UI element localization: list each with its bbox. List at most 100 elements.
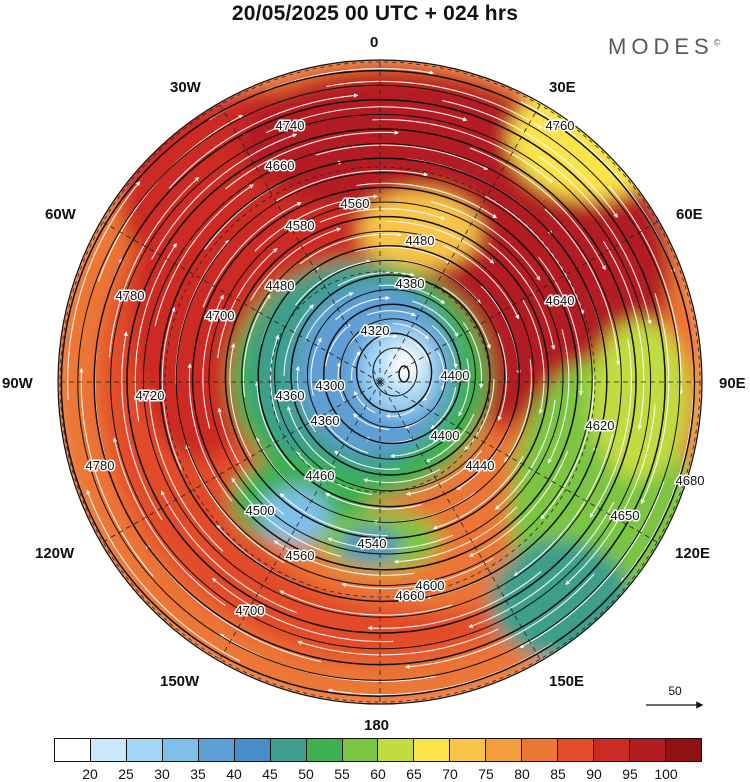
contour-label: 4480 xyxy=(406,233,435,248)
streamline xyxy=(425,413,475,463)
colorbar-tick-label: 30 xyxy=(154,766,170,782)
streamline xyxy=(202,202,302,308)
colorbar-swatch xyxy=(306,739,343,761)
streamline xyxy=(641,293,670,504)
streamline xyxy=(112,437,226,606)
streamline xyxy=(345,324,379,349)
colorbar-tick-label: 85 xyxy=(550,766,566,782)
streamline xyxy=(341,557,494,590)
colorbar-swatch xyxy=(198,739,235,761)
lon-label-90w: 90W xyxy=(2,375,33,392)
contour-label: 4440 xyxy=(466,458,495,473)
lon-label-150w: 150W xyxy=(160,673,200,690)
streamline xyxy=(283,304,314,377)
streamline xyxy=(295,365,316,433)
colorbar-tick-label: 50 xyxy=(298,766,314,782)
streamline xyxy=(442,286,491,350)
wind-speed-region xyxy=(240,70,540,210)
streamline xyxy=(538,256,584,396)
brand-logo: MODES© xyxy=(608,34,721,59)
streamline xyxy=(412,300,459,338)
colorbar xyxy=(54,738,702,762)
streamline xyxy=(353,413,390,430)
streamline xyxy=(442,244,520,320)
meridian-line xyxy=(379,381,662,545)
streamline xyxy=(522,299,545,415)
streamline xyxy=(250,227,342,301)
streamline xyxy=(161,490,297,614)
streamline xyxy=(602,240,645,430)
contour-label: 4460 xyxy=(306,468,335,483)
contour-label: 4360 xyxy=(311,413,340,428)
streamline xyxy=(385,408,416,419)
contour-label: 4620 xyxy=(586,418,615,433)
contour-label: 4600 xyxy=(416,578,445,593)
streamline xyxy=(217,407,285,515)
streamline xyxy=(432,456,524,530)
streamline xyxy=(430,201,541,281)
colorbar-swatch xyxy=(90,739,127,761)
streamline xyxy=(392,322,430,340)
streamline xyxy=(325,492,422,510)
colorbar-tick-label: 95 xyxy=(622,766,638,782)
colorbar-swatch xyxy=(270,739,307,761)
streamline xyxy=(295,259,371,306)
streamline xyxy=(279,493,388,537)
streamline xyxy=(488,242,556,351)
streamline xyxy=(134,242,177,422)
streamline xyxy=(151,133,298,260)
contour-label: 4650 xyxy=(611,508,640,523)
streamline xyxy=(337,271,415,287)
streamline xyxy=(254,381,296,471)
arrow-right-icon xyxy=(646,701,704,709)
streamline xyxy=(353,390,376,414)
lon-label-120e: 120E xyxy=(675,545,711,562)
streamline xyxy=(336,362,345,402)
streamline xyxy=(431,325,458,369)
height-contour xyxy=(159,157,608,603)
contour-label: 4780 xyxy=(86,458,115,473)
contour-label: 4380 xyxy=(396,276,425,291)
streamline xyxy=(513,433,614,576)
colorbar-tick-label: 70 xyxy=(442,766,458,782)
streamline xyxy=(608,185,684,395)
streamline xyxy=(442,100,618,218)
wind-speed-region xyxy=(360,190,480,270)
streamline xyxy=(67,181,141,400)
height-contour xyxy=(142,143,622,618)
contour-label: 4700 xyxy=(236,603,265,618)
streamline xyxy=(319,208,446,223)
streamline xyxy=(168,93,359,189)
streamline xyxy=(321,416,368,454)
streamline xyxy=(121,331,163,521)
map-boundary xyxy=(57,59,703,705)
streamline xyxy=(372,119,554,184)
height-contour xyxy=(257,245,520,508)
streamline xyxy=(327,534,454,550)
colorbar-swatch xyxy=(594,739,630,761)
colorbar-ticks: 20 25 30 35 40 45 50 55 60 65 70 75 80 85 90 95 100 xyxy=(54,766,702,782)
streamline xyxy=(299,232,403,265)
streamline xyxy=(463,322,484,389)
lon-label-30e: 30E xyxy=(549,79,576,96)
streamline xyxy=(269,334,280,423)
streamline xyxy=(254,194,378,252)
colorbar-tick-label: 45 xyxy=(262,766,278,782)
lon-label-120w: 120W xyxy=(35,545,75,562)
height-contour xyxy=(77,84,681,681)
streamline xyxy=(504,359,532,463)
contour-label: 4680 xyxy=(676,473,705,488)
height-contour xyxy=(241,230,535,523)
streamline xyxy=(326,80,543,129)
streamline xyxy=(468,501,615,628)
streamline xyxy=(327,642,553,696)
streamline xyxy=(154,184,254,327)
height-contour xyxy=(208,201,564,555)
streamline xyxy=(273,540,415,576)
colorbar-tick-label: 75 xyxy=(478,766,494,782)
contour-label: 4720 xyxy=(136,388,165,403)
streamline xyxy=(386,220,495,264)
streamline xyxy=(469,450,569,557)
height-contour xyxy=(339,318,447,429)
wind-speed-region xyxy=(510,80,670,200)
